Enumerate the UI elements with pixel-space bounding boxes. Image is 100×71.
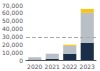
svg-text:70,000: 70,000 <box>2 2 23 9</box>
svg-text:2020: 2020 <box>27 63 42 70</box>
svg-text:2023: 2023 <box>80 63 95 70</box>
svg-text:60,000: 60,000 <box>2 9 23 16</box>
svg-text:0: 0 <box>19 57 23 64</box>
svg-text:10,000: 10,000 <box>2 49 23 56</box>
svg-text:50,000: 50,000 <box>2 17 23 24</box>
svg-text:20,000: 20,000 <box>2 41 23 48</box>
svg-text:40,000: 40,000 <box>2 25 23 32</box>
svg-text:2022: 2022 <box>62 63 77 70</box>
svg-text:2021: 2021 <box>45 63 60 70</box>
svg-text:30,000: 30,000 <box>2 33 23 40</box>
